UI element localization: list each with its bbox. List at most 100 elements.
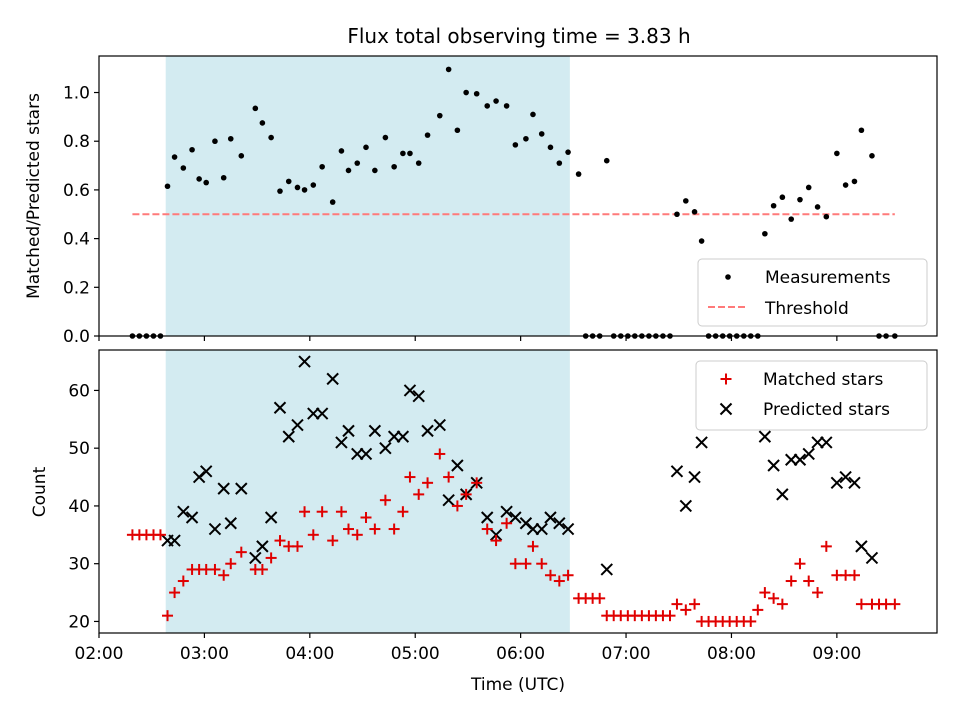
measurement-point: [180, 165, 187, 171]
matched-star-point: [664, 610, 676, 622]
matched-star-point: [889, 598, 901, 610]
measurement-point: [227, 135, 234, 142]
predicted-star-point: [679, 499, 693, 513]
matched-star-point: [776, 598, 788, 610]
measurement-point: [454, 127, 461, 134]
measurement-point: [473, 90, 480, 97]
matched-star-point: [855, 598, 867, 610]
count-panel: 20 30 40 50 60 02:00 03:00 04:00 05:00 06:00 07:0…: [30, 349, 938, 695]
matched-star-point: [594, 592, 606, 604]
count-y-tick-label: 40: [68, 497, 90, 517]
measurement-point: [869, 153, 875, 159]
predicted-star-point: [688, 470, 701, 484]
time-x-tick-label: 03:00: [180, 644, 229, 664]
count-y-tick-label: 20: [68, 612, 90, 632]
matched-star-point: [291, 540, 303, 552]
measurement-point: [512, 142, 519, 148]
matched-star-point: [256, 563, 268, 575]
matched-star-point: [689, 598, 701, 610]
matched-star-point: [544, 569, 556, 581]
count-y-tick-label: 30: [68, 555, 90, 575]
matched-star-point: [812, 587, 824, 599]
measurement-point: [851, 178, 858, 185]
measurement-point: [691, 209, 698, 215]
ratio-y-tick-label: 0.2: [63, 278, 90, 298]
matched-star-point: [752, 604, 764, 616]
legend-predicted-label: Predicted stars: [763, 400, 890, 420]
measurement-point: [203, 179, 210, 186]
predicted-star-point: [767, 459, 780, 472]
measurement-point: [575, 171, 582, 177]
matched-star-point: [225, 558, 237, 570]
measurement-point: [415, 160, 422, 166]
predicted-star-point: [489, 528, 503, 542]
predicted-star-point: [351, 447, 364, 461]
matched-star-point: [562, 569, 574, 581]
measurement-point: [196, 176, 202, 182]
measurement-point: [770, 202, 777, 209]
matched-star-point: [848, 569, 860, 581]
time-x-tick-label: 04:00: [285, 644, 334, 664]
ratio-y-tick-label: 0.6: [63, 181, 90, 201]
measurement-point: [319, 163, 325, 170]
predicted-star-point: [785, 453, 798, 466]
measurement-point: [565, 149, 571, 155]
time-x-tick-label: 07:00: [602, 644, 651, 664]
matched-star-point: [471, 477, 483, 489]
ratio-y-axis-label: Matched/Predicted stars: [24, 93, 44, 299]
legend-matched-plus: [720, 373, 732, 385]
observing-window-shade: [165, 56, 570, 336]
predicted-star-point: [855, 540, 868, 553]
legend-threshold-label: Threshold: [764, 299, 849, 319]
measurement-point: [345, 167, 352, 174]
predicted-star-point: [820, 436, 833, 449]
predicted-star-point: [379, 441, 392, 455]
predicted-star-point: [291, 418, 304, 432]
predicted-star-point: [802, 447, 815, 461]
predicted-star-point: [811, 436, 824, 449]
count-legend-box: [695, 360, 928, 431]
ratio-y-tick-label: 0.8: [63, 132, 90, 152]
time-x-tick-label: 02:00: [75, 644, 124, 664]
measurement-point: [285, 178, 292, 185]
matched-star-point: [527, 540, 539, 552]
ratio-y-tick-label: 1.0: [63, 84, 90, 104]
predicted-star-point: [342, 424, 355, 438]
matched-star-point: [490, 535, 502, 547]
predicted-star-point: [359, 447, 373, 461]
measurement-point: [259, 120, 266, 126]
matched-star-point: [794, 558, 806, 570]
matched-star-point: [316, 506, 328, 518]
matched-star-point: [413, 488, 425, 500]
predicted-star-point: [695, 436, 708, 449]
predicted-star-point: [433, 418, 446, 432]
measurement-point: [277, 188, 283, 194]
legend-measurements-marker: [725, 274, 731, 280]
measurement-point: [493, 98, 499, 104]
measurement-point: [252, 105, 259, 112]
measurement-point: [858, 127, 865, 134]
matched-star-point: [501, 517, 513, 529]
matched-star-points: [126, 448, 901, 627]
measurement-point: [797, 196, 803, 203]
count-y-tick-label: 50: [68, 439, 90, 459]
count-panel-frame: [98, 349, 938, 634]
measurement-point: [698, 238, 705, 244]
measurement-point: [445, 66, 452, 73]
measurement-point: [436, 112, 443, 119]
observing-window-shade-bottom: [165, 350, 570, 633]
matched-star-point: [397, 506, 409, 518]
matched-star-point: [388, 523, 400, 535]
measurement-point: [547, 144, 554, 151]
time-x-tick-label: 06:00: [496, 644, 545, 664]
count-y-axis-label: Count: [30, 466, 50, 517]
matched-star-point: [745, 615, 757, 627]
matched-star-point: [369, 523, 381, 535]
ratio-y-ticks: 0.0 0.2 0.4 0.6 0.8 1.0: [63, 84, 99, 347]
predicted-star-point: [848, 476, 861, 490]
ratio-panel: 0.0 0.2 0.4 0.6 0.8 1.0 Matched/Predicted sta…: [24, 55, 938, 347]
matched-star-point: [759, 587, 771, 599]
predicted-star-point: [168, 534, 181, 547]
predicted-star-point: [776, 488, 789, 501]
